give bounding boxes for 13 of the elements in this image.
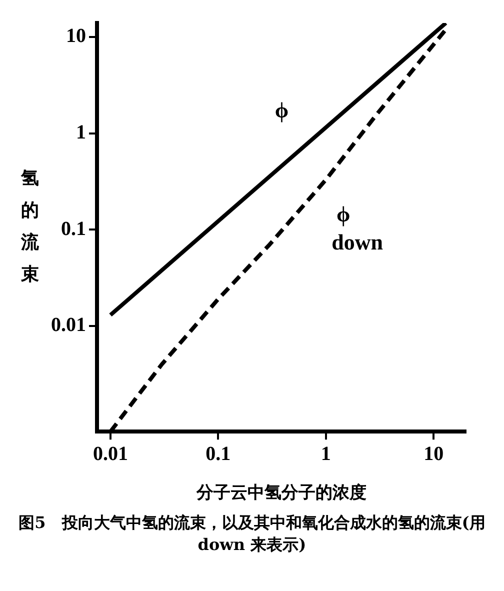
x-tick-label: 10 bbox=[424, 442, 444, 465]
x-tick-label: 0.01 bbox=[92, 442, 128, 465]
y-tick-label: 10 bbox=[66, 25, 86, 48]
y-axis-title: 氢的流束 bbox=[20, 168, 40, 285]
x-tick-label: 1 bbox=[320, 442, 331, 465]
x-tick-label: 0.1 bbox=[206, 442, 231, 465]
y-tick-label: 0.1 bbox=[61, 218, 86, 240]
caption: 图5 投向大气中氢的流束，以及其中和氧化合成水的氢的流束(用 down 来表示) bbox=[18, 512, 486, 556]
series-label: ϕ bbox=[274, 97, 289, 122]
y-tick-label: 1 bbox=[76, 122, 86, 144]
y-tick-label: 0.01 bbox=[51, 314, 86, 336]
x-axis-title: 分子云中氢分子的浓度 bbox=[196, 483, 366, 504]
series-label: ϕ down bbox=[332, 201, 384, 254]
